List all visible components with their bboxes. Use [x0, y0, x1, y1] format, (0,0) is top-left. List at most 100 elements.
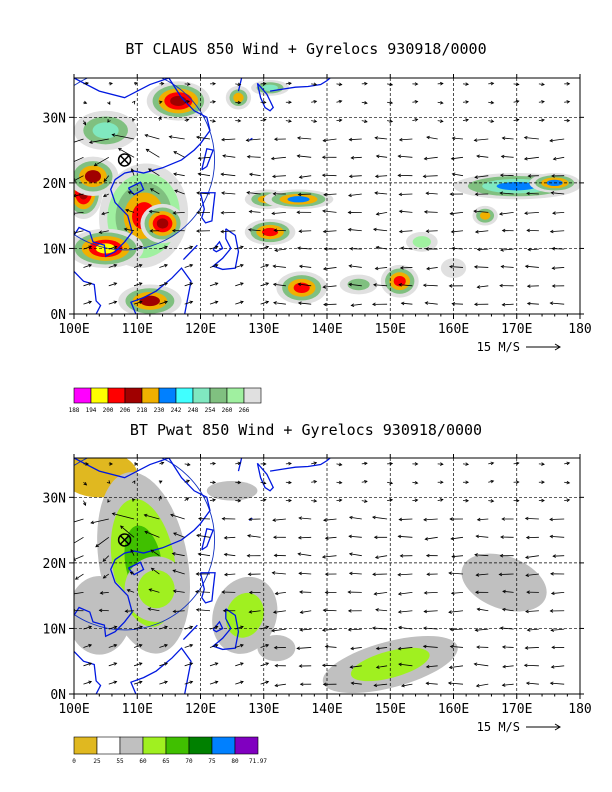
wind-vector-head — [524, 264, 529, 269]
wind-vector — [235, 662, 244, 667]
wind-vector — [209, 101, 216, 103]
wind-vector-head — [262, 100, 267, 105]
wind-vector-head — [364, 499, 368, 503]
wind-vector-head — [349, 665, 354, 669]
wind-vector — [285, 120, 292, 122]
wind-vector-head — [476, 247, 481, 252]
wind-vector — [477, 285, 489, 288]
wind-vector-head — [186, 100, 191, 104]
wind-vector-head — [550, 191, 555, 195]
wind-vector-head — [138, 680, 143, 685]
wind-vector — [285, 463, 292, 465]
wind-vector-head — [297, 136, 301, 140]
wind-vector — [524, 137, 539, 140]
wind-vector-head — [220, 229, 224, 234]
wind-vector-head — [322, 138, 327, 143]
wind-vector — [272, 518, 286, 521]
field-contour — [347, 278, 370, 291]
wind-vector — [148, 168, 160, 177]
wind-vector-head — [525, 573, 529, 577]
wind-vector-head — [490, 100, 495, 105]
wind-vector-head — [186, 462, 191, 467]
wind-vector-head — [322, 285, 327, 289]
wind-vector-head — [164, 662, 168, 666]
wind-vector-head — [271, 571, 276, 575]
wind-vector-head — [148, 588, 153, 592]
wind-vector-head — [423, 591, 428, 595]
wind-vector — [477, 608, 489, 612]
wind-vector-head — [322, 229, 327, 234]
wind-vector-head — [273, 535, 277, 540]
wind-vector-head — [214, 263, 219, 268]
wind-vector — [247, 156, 261, 158]
wind-vector — [374, 683, 388, 686]
wind-vector-head — [174, 189, 178, 193]
wind-vector-head — [324, 536, 329, 540]
wind-vector — [94, 156, 109, 167]
wind-vector-head — [515, 498, 520, 503]
x-tick-label: 100E — [58, 702, 89, 717]
wind-vector-head — [373, 683, 378, 688]
wind-vector — [184, 681, 193, 685]
wind-vector — [374, 591, 388, 595]
wind-vector — [260, 246, 269, 250]
wind-vector — [476, 573, 489, 576]
wind-vector-head — [186, 82, 191, 86]
wind-vector — [351, 303, 362, 306]
colorbar-swatch — [158, 387, 177, 404]
wind-vector — [387, 499, 393, 502]
y-tick-label: 0N — [50, 688, 66, 703]
wind-vector-head — [515, 461, 520, 466]
wind-vector-head — [164, 680, 168, 685]
wind-vector — [260, 264, 269, 268]
wind-vector-head — [414, 498, 419, 503]
coastline — [211, 228, 240, 271]
wind-vector — [349, 516, 362, 520]
colorbar-swatch — [209, 387, 228, 404]
wind-vector — [174, 190, 185, 195]
wind-vector-head — [158, 100, 163, 104]
wind-vector-head — [298, 175, 303, 179]
wind-vector-head — [399, 554, 404, 558]
wind-vector — [103, 573, 110, 579]
wind-vector-head — [398, 662, 402, 667]
colorbar-label: 260 — [222, 407, 233, 414]
wind-vector — [298, 283, 312, 287]
wind-vector-head — [248, 172, 253, 177]
wind-vector-head — [214, 643, 219, 648]
wind-vector-head — [449, 627, 454, 632]
wind-vector — [336, 499, 342, 502]
wind-vector-head — [88, 140, 93, 144]
field-contour — [461, 553, 547, 612]
wind-vector — [169, 136, 185, 140]
wind-vector-head — [551, 284, 556, 288]
wind-vector-head — [389, 119, 394, 123]
wind-vector-head — [173, 172, 177, 176]
wind-vector-head — [273, 228, 278, 233]
wind-vector — [209, 681, 218, 685]
wind-vector — [426, 230, 438, 232]
wind-vector-head — [347, 590, 352, 594]
wind-vector — [450, 211, 464, 215]
wind-vector — [184, 301, 193, 305]
bottom-chart: 100E 110E 120E 130E 140E 150E 160E 170E 180 0N 10N… — [43, 454, 592, 765]
wind-vector-head — [389, 498, 394, 502]
wind-vector-head — [490, 461, 495, 466]
wind-vector-head — [71, 542, 74, 545]
wind-vector — [348, 229, 362, 232]
gyre-marker — [117, 153, 132, 167]
wind-vector-head — [150, 567, 155, 572]
wind-vector-head — [214, 625, 219, 629]
wind-vector-head — [347, 210, 352, 215]
wind-vector — [159, 626, 168, 630]
wind-vector-head — [313, 461, 318, 465]
wind-vector-head — [552, 554, 556, 558]
wind-vector-head — [173, 532, 177, 536]
wind-vector-head — [113, 662, 118, 666]
wind-vector-head — [147, 168, 152, 172]
wind-vector-head — [272, 610, 277, 614]
coastline — [74, 458, 170, 479]
x-tick-label: 160E — [438, 702, 469, 717]
wind-vector — [322, 210, 337, 213]
colorbar-label: 248 — [188, 407, 199, 414]
